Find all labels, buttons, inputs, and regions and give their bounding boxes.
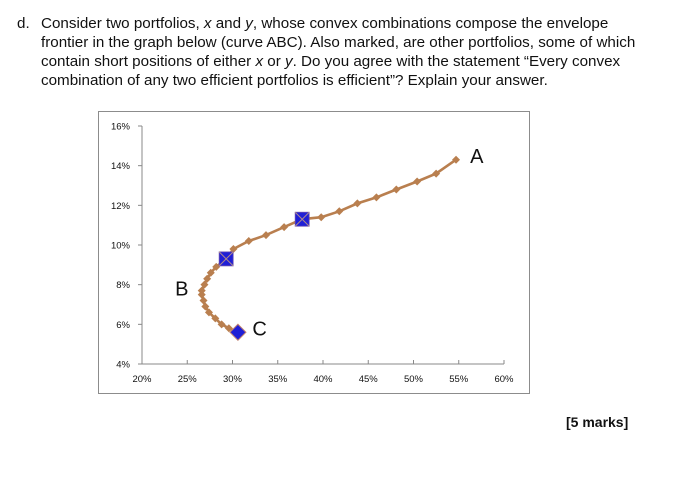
variable-y: y	[245, 15, 253, 32]
point-label-b: B	[175, 279, 188, 301]
frontier-diamond-marker	[353, 199, 362, 208]
variable-y: y	[284, 53, 293, 70]
chart-frame: 4% 6% 8% 10% 12% 14% 16% 20% 25% 30% 35% 40% 45% 50% 5…	[98, 111, 530, 394]
variable-x: x	[255, 53, 264, 70]
frontier-diamond-marker	[229, 244, 238, 253]
frontier-diamond-marker	[212, 262, 221, 271]
point-label-a: A	[470, 146, 484, 168]
marker-x-stroke	[218, 251, 234, 267]
frontier-diamond-marker	[261, 231, 270, 240]
x-tick-label: 40%	[313, 374, 333, 385]
frontier-diamond-marker	[335, 207, 344, 216]
question-text-part: . Do you agree with the statement “Every…	[41, 53, 621, 89]
x-tick-label: 25%	[178, 374, 198, 385]
portfolio-c-diamond-marker	[229, 323, 247, 341]
question-label: d.	[17, 15, 30, 32]
x-tick-label: 30%	[223, 374, 243, 385]
x-tick-label: 55%	[449, 374, 469, 385]
question-text-part: and	[211, 15, 246, 32]
marks-label: [5 marks]	[566, 414, 629, 430]
y-tick-label: 4%	[116, 360, 130, 371]
question-text-part: Consider two portfolios,	[41, 15, 204, 32]
frontier-diamond-marker	[203, 274, 212, 283]
question-text-part: , whose convex combinations compose the …	[41, 15, 636, 70]
variable-x: x	[203, 15, 212, 32]
frontier-curve	[200, 158, 457, 334]
point-label-c: C	[252, 318, 266, 340]
frontier-diamond-marker	[217, 320, 226, 329]
x-tick-label: 50%	[404, 374, 424, 385]
x-tick-label: 20%	[132, 374, 152, 385]
x-tick-label: 60%	[494, 374, 514, 385]
frontier-diamond-marker	[392, 185, 401, 194]
frontier-diamond-marker	[211, 314, 220, 323]
frontier-diamond-marker	[372, 193, 381, 202]
frontier-diamond-marker	[413, 177, 422, 186]
y-tick-label: 14%	[111, 161, 131, 172]
x-tick-label: 45%	[359, 374, 379, 385]
y-tick-label: 6%	[116, 320, 130, 331]
frontier-diamond-marker	[204, 308, 213, 317]
frontier-diamond-marker	[199, 296, 208, 305]
frontier-diamond-marker	[200, 280, 209, 289]
question-body: Consider two portfolios, x and y, whose …	[41, 14, 657, 90]
frontier-diamond-marker	[224, 324, 233, 333]
y-tick-label: 8%	[116, 280, 130, 291]
x-tick-label: 35%	[268, 374, 288, 385]
frontier-diamond-marker	[206, 268, 215, 277]
y-tick-label: 10%	[111, 241, 131, 252]
marker-x-stroke	[294, 211, 310, 227]
frontier-diamond-marker	[432, 169, 441, 178]
frontier-diamond-marker	[452, 155, 461, 164]
frontier-diamond-marker	[280, 223, 289, 232]
frontier-diamond-marker	[244, 237, 253, 246]
question-text-part: or	[263, 53, 285, 70]
y-tick-label: 12%	[111, 201, 131, 212]
envelope-frontier-chart: 4% 6% 8% 10% 12% 14% 16% 20% 25% 30% 35% 40% 45% 50% 5…	[111, 122, 514, 386]
question-text: d. Consider two portfolios, x and y, who…	[17, 14, 657, 90]
frontier-diamond-marker	[317, 213, 326, 222]
frontier-diamond-marker	[201, 302, 210, 311]
y-tick-label: 16%	[111, 122, 131, 133]
frontier-diamond-marker	[197, 290, 206, 299]
